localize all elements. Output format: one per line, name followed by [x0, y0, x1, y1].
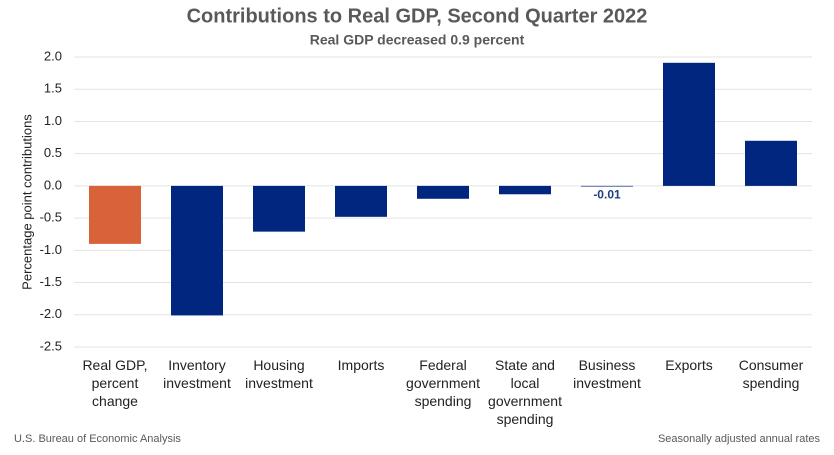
x-tick-label: Exports [665, 357, 712, 373]
y-tick-label: -2.0 [40, 306, 62, 321]
y-tick-label: 1.5 [44, 81, 62, 96]
x-tick-label: Federal government spending [406, 357, 480, 409]
chart-title: Contributions to Real GDP, Second Quarte… [187, 5, 648, 27]
bar [171, 185, 223, 316]
x-tick-label: Inventory investment [163, 357, 231, 391]
x-tick-label-line: Imports [338, 357, 385, 373]
x-tick-label-line: government [406, 375, 480, 391]
x-tick-label-line: local [511, 375, 540, 391]
y-tick-label: 0.0 [44, 177, 62, 192]
x-tick-label-line: Inventory [168, 357, 226, 373]
bar [335, 185, 387, 217]
y-tick-label: 1.0 [44, 113, 62, 128]
x-tick-label-line: investment [245, 375, 313, 391]
x-tick-label: Business investment [573, 357, 641, 391]
y-tick-label: -1.5 [40, 274, 62, 289]
x-tick-label-line: percent [92, 375, 139, 391]
x-tick-label: Real GDP, percent change [82, 357, 147, 409]
bar [581, 185, 633, 187]
x-tick-label: State and local government spending [488, 357, 562, 427]
x-tick-label-line: government [488, 393, 562, 409]
x-tick-label-line: spending [743, 375, 800, 391]
x-tick-label-line: State and [495, 357, 555, 373]
x-tick-label: Consumer spending [739, 357, 804, 391]
y-tick-label: -2.5 [40, 338, 62, 353]
y-tick-label: -0.5 [40, 210, 62, 225]
x-tick-label-line: Exports [665, 357, 712, 373]
x-tick-label-line: Real GDP, [82, 357, 147, 373]
chart-subtitle: Real GDP decreased 0.9 percent [310, 32, 525, 48]
x-tick-label-line: Federal [419, 357, 466, 373]
x-tick-label-line: change [92, 393, 138, 409]
bar [89, 185, 141, 244]
x-tick-label: Imports [338, 357, 385, 373]
data-label: -0.01 [593, 188, 621, 202]
bar [663, 62, 715, 186]
y-tick-label: 0.5 [44, 145, 62, 160]
x-tick-label-line: investment [573, 375, 641, 391]
y-axis-label: Percentage point contributions [19, 114, 34, 290]
x-tick-label-line: investment [163, 375, 231, 391]
bar [745, 140, 797, 186]
x-tick-label-line: spending [415, 393, 472, 409]
bar [417, 185, 469, 199]
note: Seasonally adjusted annual rates [658, 433, 821, 445]
x-tick-label: Housing investment [245, 357, 313, 391]
bar [499, 185, 551, 195]
y-tick-label: -1.0 [40, 242, 62, 257]
source: U.S. Bureau of Economic Analysis [14, 433, 181, 445]
x-tick-label-line: Housing [253, 357, 304, 373]
bar [253, 185, 305, 232]
y-tick-label: 2.0 [44, 48, 62, 63]
x-tick-label-line: spending [497, 411, 554, 427]
x-tick-label-line: Consumer [739, 357, 804, 373]
x-tick-label-line: Business [579, 357, 636, 373]
